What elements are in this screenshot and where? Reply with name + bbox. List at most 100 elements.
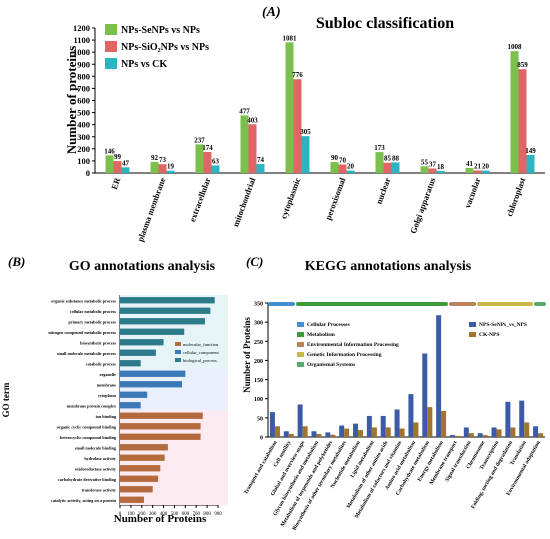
chart-b-row-band <box>120 400 228 411</box>
chart-b-y-tick-label: catalytic activity, acting on a protein <box>51 498 116 503</box>
chart-a-x-tick-label: peroxisomal <box>323 176 348 222</box>
chart-a-x-tick-label: extracellular <box>187 176 212 223</box>
chart-a-legend-label: NPs-SeNPs vs NPs <box>121 25 200 36</box>
chart-a-data-label: 305 <box>300 128 311 136</box>
chart-b-y-tick-label: organic cyclic compound binding <box>57 424 117 429</box>
chart-c-bar <box>413 422 419 437</box>
chart-a-x-tick-label: plasma membrane <box>135 176 167 243</box>
chart-a-y-tick-label: 200 <box>77 144 90 154</box>
chart-a-data-label: 70 <box>339 157 347 165</box>
chart-c-legend-category-label: Cellular Processes <box>307 322 350 328</box>
chart-b-x-tick-label: 300 <box>149 512 157 517</box>
chart-c-bar <box>297 404 303 437</box>
chart-b-bars <box>120 295 228 505</box>
chart-c-bar <box>344 428 350 437</box>
chart-b-bar <box>120 454 165 461</box>
chart-a-bar <box>420 166 429 173</box>
chart-a-legend-label: NPs vs CK <box>121 59 167 70</box>
chart-c-bar <box>441 410 447 437</box>
chart-a-x-tick-label: chloroplast <box>504 176 527 218</box>
chart-b-y-tick-label: biosynthetic process <box>80 340 116 345</box>
chart-a-bar <box>256 164 265 173</box>
chart-b-y-tick-label: cytoplasm <box>98 393 117 398</box>
chart-b-y-axis-label: GO term <box>1 382 11 417</box>
chart-a-bar <box>248 124 257 173</box>
chart-a-y-tick-label: 1100 <box>73 35 90 45</box>
chart-b-x-tick-label: 100 <box>127 512 135 517</box>
chart-c-bar <box>330 434 336 437</box>
chart-b-legend-swatch <box>175 342 181 346</box>
chart-b-bar <box>120 496 144 503</box>
chart-a-data-label: 85 <box>384 155 392 163</box>
chart-a-data-label: 73 <box>159 156 167 164</box>
chart-c-y-tick-label: 0 <box>260 436 263 442</box>
chart-c-bar <box>274 426 280 437</box>
chart-b-y-tick-label: transferase activity <box>82 487 117 492</box>
chart-a-data-label: 149 <box>525 147 536 155</box>
chart-a-bar <box>158 164 167 173</box>
chart-a-y-tick-label: 900 <box>77 59 90 69</box>
chart-b-x-tick-label: 600 <box>182 512 190 517</box>
chart-c-bar <box>427 407 433 437</box>
chart-a-bar <box>481 170 490 173</box>
chart-a-legend-label: NPs-SiO₂NPs vs NPs <box>121 42 209 53</box>
chart-b-bar <box>120 423 201 430</box>
chart-c-bar <box>371 427 377 437</box>
chart-b-row-band <box>120 473 228 484</box>
chart-b-legend-swatch <box>175 358 181 362</box>
chart-c-bar <box>454 435 460 437</box>
chart-a-data-label: 63 <box>212 157 220 165</box>
chart-c-y-tick-label: 300 <box>254 321 263 327</box>
chart-b-bar <box>120 412 203 419</box>
chart-b-row-band <box>120 463 228 474</box>
panel-a-label: (A) <box>262 5 281 20</box>
chart-b-y-tick-label: heterocyclic compound binding <box>60 435 117 440</box>
chart-a-bar <box>113 161 122 173</box>
chart-b-bar <box>120 349 156 356</box>
chart-c-bar <box>394 409 400 437</box>
chart-a-bar <box>195 144 204 173</box>
chart-b-legend-swatch <box>175 350 181 354</box>
chart-a-data-label: 237 <box>194 136 205 144</box>
chart-c-bar <box>533 426 539 437</box>
chart-b-legend-label: molecular_function <box>183 342 219 347</box>
chart-b-title: GO annotations analysis <box>69 259 216 274</box>
chart-a-bar <box>150 161 159 173</box>
chart-a-bar <box>375 152 384 173</box>
chart-c-legend-category-swatch <box>297 362 304 367</box>
chart-b-y-tick-label: catabolic process <box>86 361 117 366</box>
chart-c-y-tick-label: 150 <box>254 378 263 384</box>
chart-b-x-tick-label: 900 <box>214 512 222 517</box>
panel-c-label: (C) <box>246 254 263 269</box>
chart-a-bar <box>510 51 519 174</box>
chart-c-bar <box>269 412 275 437</box>
chart-a-bar <box>105 155 114 173</box>
panel-b-chart: (B) GO annotations analysis GO term Numb… <box>1 254 228 525</box>
chart-b-bar <box>120 297 215 304</box>
chart-b-bar <box>120 433 201 440</box>
chart-b-x-tick-label: 400 <box>160 512 168 517</box>
chart-b-x-tick-label: 500 <box>171 512 179 517</box>
chart-c-bar <box>422 353 428 437</box>
chart-c-y-tick-label: 200 <box>254 359 263 365</box>
chart-b-row-band <box>120 442 228 453</box>
chart-b-y-tick-label: ion binding <box>96 414 117 419</box>
chart-a-y-tick-label: 400 <box>77 120 90 130</box>
chart-a-data-label: 776 <box>292 71 303 79</box>
chart-a-y-tick-label: 100 <box>77 156 90 166</box>
chart-b-bar <box>120 444 168 451</box>
chart-a-data-label: 21 <box>474 162 482 170</box>
chart-c-legend-category-swatch <box>297 332 304 337</box>
panel-b-label: (B) <box>8 254 25 269</box>
chart-a-data-label: 88 <box>392 154 400 162</box>
chart-b-y-tick-label: small molecule binding <box>75 445 117 450</box>
chart-c-bar <box>468 433 474 437</box>
chart-c-legend-category-label: Environmental Information Processing <box>307 342 399 348</box>
chart-c-bar <box>477 433 483 437</box>
chart-a-bar <box>203 151 212 173</box>
chart-c-legend-category-swatch <box>297 342 304 347</box>
chart-a-data-label: 20 <box>482 163 490 171</box>
chart-b-bar <box>120 339 164 346</box>
chart-b-legend-label: cellular_component <box>183 350 219 355</box>
